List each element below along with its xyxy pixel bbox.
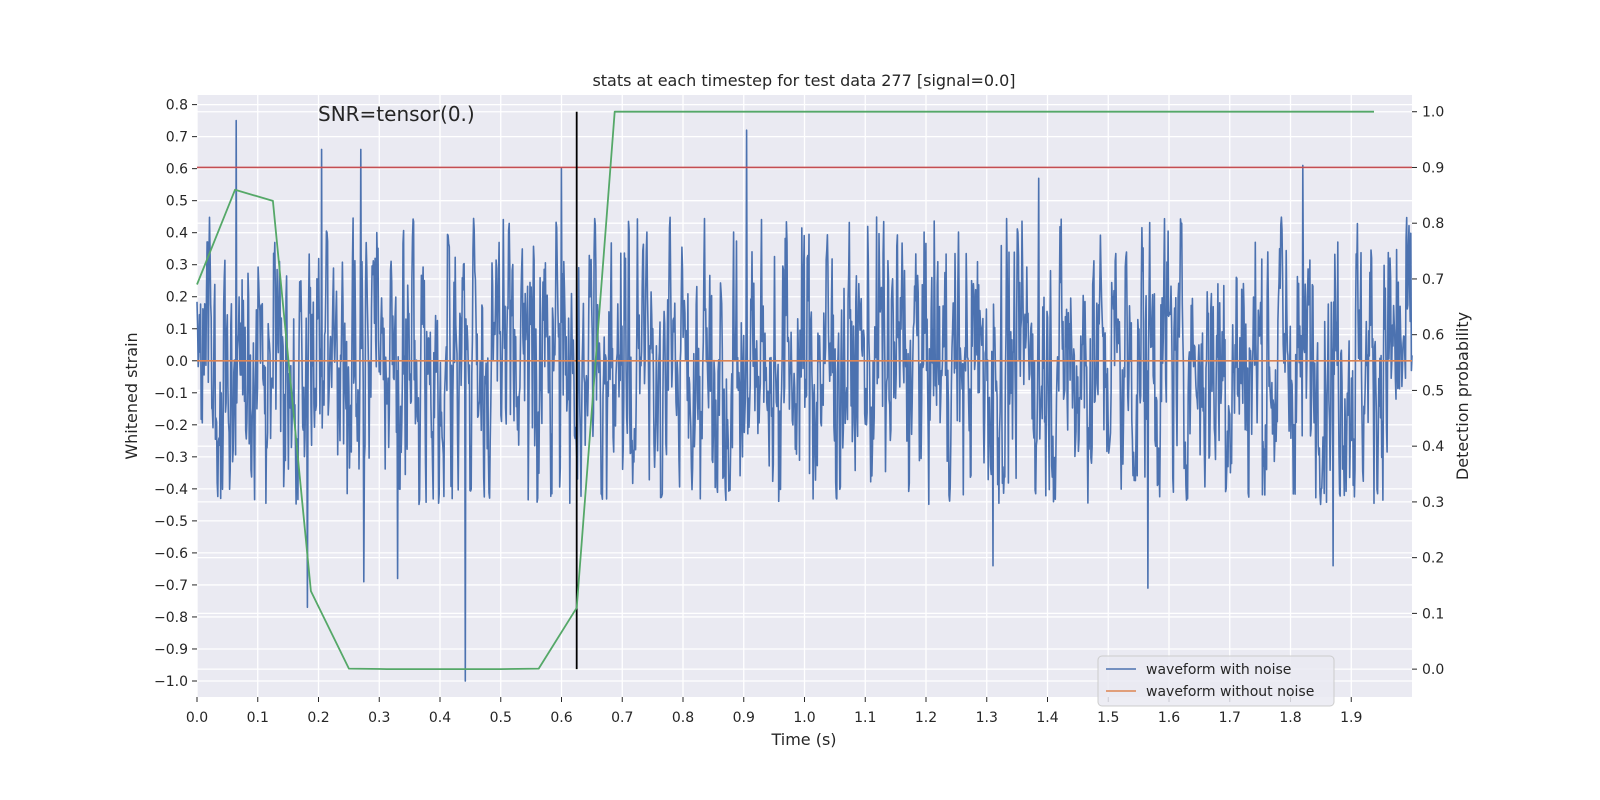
y-right-tick-label: 0.4 [1422, 439, 1444, 455]
chart-title: stats at each timestep for test data 277… [592, 71, 1015, 90]
y-left-tick-label: 0.1 [166, 322, 188, 338]
y-left-tick-label: −0.2 [154, 418, 188, 434]
x-tick-label: 0.9 [733, 710, 755, 726]
y-left-tick-label: −0.7 [154, 578, 188, 594]
y-left-tick-label: −0.5 [154, 514, 188, 530]
x-tick-label: 0.7 [611, 710, 633, 726]
y-right-tick-label: 0.7 [1422, 272, 1444, 288]
y-right-tick-label: 1.0 [1422, 105, 1444, 121]
x-tick-label: 0.4 [429, 710, 451, 726]
x-tick-label: 1.9 [1340, 710, 1362, 726]
x-tick-label: 1.5 [1097, 710, 1119, 726]
y-left-tick-label: −0.8 [154, 610, 188, 626]
y-right-tick-label: 0.8 [1422, 216, 1444, 232]
y-right-tick-label: 0.1 [1422, 606, 1444, 622]
x-axis-label: Time (s) [770, 730, 836, 749]
y-right-tick-label: 0.6 [1422, 328, 1444, 344]
y-right-tick-label: 0.0 [1422, 662, 1444, 678]
series-detection-probability [196, 110, 1374, 670]
x-tick-label: 1.0 [793, 710, 815, 726]
y-left-tick-label: 0.2 [166, 290, 188, 306]
y-axis-right-ticks: 1.0 0.9 0.8 0.7 0.6 0.5 0.4 0.3 0.2 0.1 0.0 [1412, 105, 1444, 678]
legend-label-clean: waveform without noise [1146, 684, 1314, 700]
y-right-tick-label: 0.2 [1422, 551, 1444, 567]
legend-label-noise: waveform with noise [1146, 662, 1291, 678]
x-tick-label: 1.6 [1158, 710, 1180, 726]
y-left-tick-label: −0.3 [154, 450, 188, 466]
x-tick-label: 0.2 [307, 710, 329, 726]
legend-box [1097, 655, 1335, 707]
y-left-tick-label: 0.5 [166, 194, 188, 210]
y-left-tick-label: −1.0 [154, 674, 188, 690]
y-left-tick-label: −0.4 [154, 482, 188, 498]
y-axis-left-label: Whitened strain [122, 332, 141, 459]
x-tick-label: 0.8 [672, 710, 694, 726]
y-left-tick-label: 0.4 [166, 226, 188, 242]
x-tick-label: 0.1 [247, 710, 269, 726]
y-right-tick-label: 0.5 [1422, 383, 1444, 399]
y-right-tick-label: 0.3 [1422, 495, 1444, 511]
y-left-tick-label: 0.7 [166, 130, 188, 146]
x-tick-label: 1.3 [976, 710, 998, 726]
y-axis-right-label: Detection probability [1453, 312, 1472, 480]
x-tick-label: 1.1 [854, 710, 876, 726]
x-tick-label: 0.5 [490, 710, 512, 726]
y-left-tick-label: −0.9 [154, 642, 188, 658]
y-left-tick-label: 0.3 [166, 258, 188, 274]
y-left-tick-label: 0.6 [166, 162, 188, 178]
x-tick-label: 1.8 [1279, 710, 1301, 726]
x-tick-label: 1.2 [915, 710, 937, 726]
y-left-tick-label: −0.1 [154, 386, 188, 402]
y-right-tick-label: 0.9 [1422, 160, 1444, 176]
series-waveform-with-noise [196, 119, 1413, 682]
y-left-tick-label: 0.0 [166, 354, 188, 370]
legend: waveform with noise waveform without noi… [1097, 655, 1335, 707]
snr-annotation: SNR=tensor(0.) [318, 102, 475, 126]
x-tick-label: 1.4 [1036, 710, 1058, 726]
series-layer [196, 110, 1413, 682]
y-left-tick-label: −0.6 [154, 546, 188, 562]
x-tick-label: 1.7 [1219, 710, 1241, 726]
y-left-tick-label: 0.8 [166, 98, 188, 114]
x-tick-label: 0.6 [550, 710, 572, 726]
x-axis-ticks: 0.0 0.1 0.2 0.3 0.4 0.5 0.6 0.7 0.8 0.9 1.0 1.1 1.2 1… [186, 697, 1362, 726]
x-tick-label: 0.3 [368, 710, 390, 726]
y-axis-left-ticks: 0.8 0.7 0.6 0.5 0.4 0.3 0.2 0.1 0.0 −0.1 −0.2 −0.3 −… [154, 98, 197, 690]
x-tick-label: 0.0 [186, 710, 208, 726]
